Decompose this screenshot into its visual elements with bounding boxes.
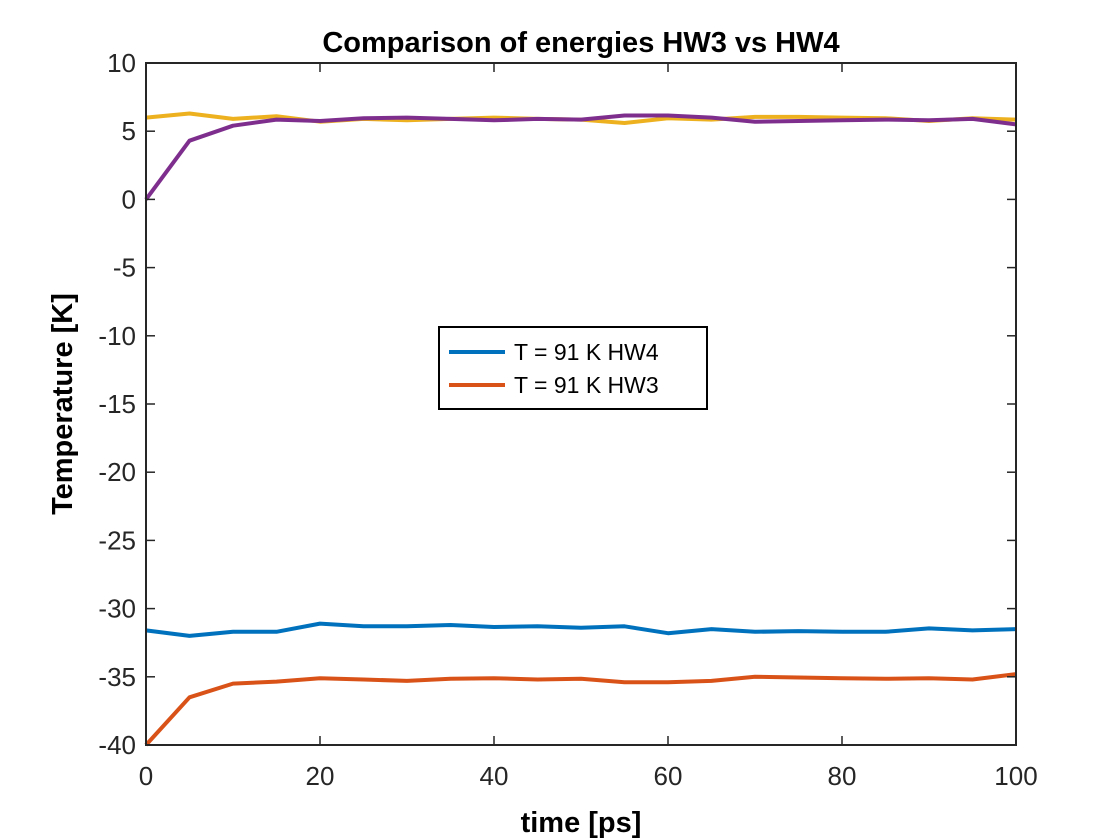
x-tick-label: 0 bbox=[139, 761, 153, 791]
y-tick-label: -15 bbox=[98, 389, 136, 419]
x-axis-label: time [ps] bbox=[521, 807, 642, 839]
x-tick-label: 20 bbox=[306, 761, 335, 791]
y-tick-label: -20 bbox=[98, 457, 136, 487]
y-tick-label: -5 bbox=[113, 253, 136, 283]
y-tick-label: 0 bbox=[122, 184, 136, 214]
x-tick-label: 60 bbox=[654, 761, 683, 791]
y-tick-label: -35 bbox=[98, 662, 136, 692]
x-tick-label: 80 bbox=[828, 761, 857, 791]
y-tick-label: -30 bbox=[98, 594, 136, 624]
y-tick-label: -40 bbox=[98, 730, 136, 760]
y-tick-label: 10 bbox=[107, 48, 136, 78]
legend-label-hw4: T = 91 K HW4 bbox=[514, 339, 659, 365]
y-tick-label: 5 bbox=[122, 116, 136, 146]
chart-title: Comparison of energies HW3 vs HW4 bbox=[322, 27, 839, 59]
series-line-4 bbox=[144, 113, 1017, 201]
y-tick-label: -10 bbox=[98, 321, 136, 351]
x-tick-label: 100 bbox=[994, 761, 1037, 791]
y-tick-label: -25 bbox=[98, 525, 136, 555]
series-line-2 bbox=[144, 672, 1017, 747]
legend-box bbox=[438, 326, 708, 410]
series-layer bbox=[144, 111, 1017, 747]
series-line-1 bbox=[145, 621, 1017, 638]
x-tick-label: 40 bbox=[480, 761, 509, 791]
ticks-layer: 0 20 40 60 80 100 10 5 0 -5 -10 -15 -20 -25 -30 -35 -40 bbox=[98, 48, 1037, 791]
legend: T = 91 K HW4 T = 91 K HW3 bbox=[438, 326, 708, 410]
y-axis-label: Temperature [K] bbox=[47, 293, 79, 515]
legend-label-hw3: T = 91 K HW3 bbox=[514, 372, 659, 398]
